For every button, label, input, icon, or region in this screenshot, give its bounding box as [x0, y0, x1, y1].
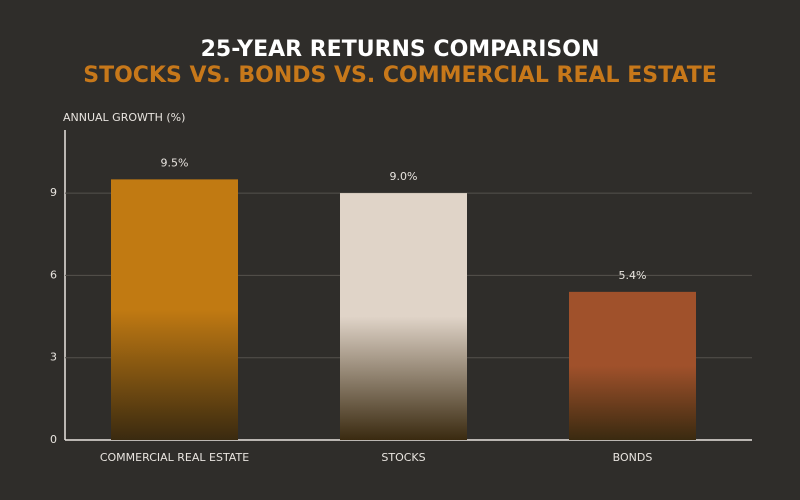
- x-tick-label: COMMERCIAL REAL ESTATE: [100, 451, 249, 464]
- y-axis-label: ANNUAL GROWTH (%): [63, 111, 185, 124]
- x-tick-label: BONDS: [613, 451, 653, 464]
- value-label: 5.4%: [619, 269, 647, 282]
- x-tick-label: STOCKS: [381, 451, 425, 464]
- y-tick-label: 9: [50, 186, 57, 199]
- bar: [111, 179, 238, 440]
- y-tick-label: 6: [50, 268, 57, 281]
- bar: [340, 193, 467, 440]
- y-tick-label: 3: [50, 351, 57, 364]
- chart-subtitle: STOCKS VS. BONDS VS. COMMERCIAL REAL EST…: [83, 63, 717, 88]
- bar: [569, 291, 696, 440]
- value-label: 9.0%: [390, 170, 418, 183]
- value-label: 9.5%: [161, 156, 189, 169]
- chart-title: 25-YEAR RETURNS COMPARISON: [201, 37, 600, 62]
- y-tick-label: 0: [50, 433, 57, 446]
